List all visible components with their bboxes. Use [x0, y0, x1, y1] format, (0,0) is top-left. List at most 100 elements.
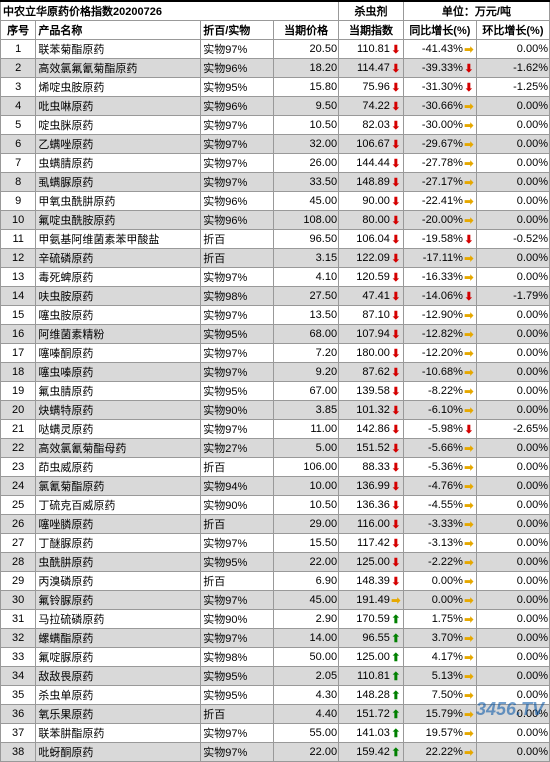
cell-yoy: 5.13%➡: [403, 667, 476, 686]
cell-mom: 0.00%: [476, 344, 549, 363]
arrow-down-icon: ⬇: [464, 423, 474, 436]
cell-name: 炔螨特原药: [36, 401, 201, 420]
table-row: 24氯氰菊酯原药实物94%10.00136.99⬇-4.76%➡0.00%: [1, 477, 550, 496]
cell-yoy: -17.11%➡: [403, 249, 476, 268]
cell-mom: 0.00%: [476, 401, 549, 420]
cell-name: 高效氯氟氰菊酯原药: [36, 59, 201, 78]
arrow-flat-icon: ➡: [464, 366, 474, 379]
cell-name: 呋虫胺原药: [36, 287, 201, 306]
cell-seq: 6: [1, 135, 36, 154]
cell-price: 55.00: [274, 724, 339, 743]
table-row: 8虱螨脲原药实物97%33.50148.89⬇-27.17%➡0.00%: [1, 173, 550, 192]
cell-mom: -0.52%: [476, 230, 549, 249]
cell-seq: 19: [1, 382, 36, 401]
arrow-down-icon: ⬇: [391, 119, 401, 132]
table-category: 杀虫剂: [339, 1, 404, 21]
table-row: 37联苯肼酯原药实物97%55.00141.03⬆19.57%➡0.00%: [1, 724, 550, 743]
cell-type: 实物97%: [201, 173, 274, 192]
cell-name: 哒螨灵原药: [36, 420, 201, 439]
cell-name: 氧乐果原药: [36, 705, 201, 724]
cell-yoy: -30.66%➡: [403, 97, 476, 116]
table-row: 9甲氧虫酰肼原药实物96%45.0090.00⬇-22.41%➡0.00%: [1, 192, 550, 211]
cell-name: 烯啶虫胺原药: [36, 78, 201, 97]
cell-type: 折百: [201, 249, 274, 268]
arrow-up-icon: ⬆: [391, 746, 401, 759]
cell-type: 折百: [201, 572, 274, 591]
cell-seq: 26: [1, 515, 36, 534]
cell-yoy: 4.17%➡: [403, 648, 476, 667]
cell-mom: 0.00%: [476, 572, 549, 591]
cell-name: 高效氯氰菊酯母药: [36, 439, 201, 458]
cell-name: 敌敌畏原药: [36, 667, 201, 686]
cell-name: 乙螨唑原药: [36, 135, 201, 154]
cell-price: 15.50: [274, 534, 339, 553]
cell-name: 氯氰菊酯原药: [36, 477, 201, 496]
cell-type: 实物97%: [201, 591, 274, 610]
cell-mom: 0.00%: [476, 515, 549, 534]
cell-mom: 0.00%: [476, 211, 549, 230]
cell-mom: 0.00%: [476, 173, 549, 192]
cell-index: 114.47⬇: [339, 59, 404, 78]
cell-mom: 0.00%: [476, 458, 549, 477]
arrow-flat-icon: ➡: [464, 670, 474, 683]
title-row: 中农立华原药价格指数20200726 杀虫剂 单位：万元/吨: [1, 1, 550, 21]
cell-index: 101.32⬇: [339, 401, 404, 420]
cell-name: 噻虫胺原药: [36, 306, 201, 325]
cell-seq: 4: [1, 97, 36, 116]
cell-price: 68.00: [274, 325, 339, 344]
cell-index: 116.00⬇: [339, 515, 404, 534]
cell-price: 22.00: [274, 553, 339, 572]
cell-index: 151.52⬇: [339, 439, 404, 458]
cell-mom: -1.25%: [476, 78, 549, 97]
cell-index: 122.09⬇: [339, 249, 404, 268]
col-yoy: 同比增长(%): [403, 21, 476, 40]
table-row: 11甲氨基阿维菌素苯甲酸盐折百96.50106.04⬇-19.58%⬇-0.52…: [1, 230, 550, 249]
cell-index: 125.00⬇: [339, 553, 404, 572]
arrow-flat-icon: ➡: [464, 727, 474, 740]
arrow-flat-icon: ➡: [464, 746, 474, 759]
cell-type: 实物95%: [201, 382, 274, 401]
arrow-down-icon: ⬇: [391, 480, 401, 493]
cell-index: 96.55⬆: [339, 629, 404, 648]
cell-price: 108.00: [274, 211, 339, 230]
arrow-down-icon: ⬇: [391, 195, 401, 208]
table-row: 25丁硫克百威原药实物90%10.50136.36⬇-4.55%➡0.00%: [1, 496, 550, 515]
cell-index: 110.81⬆: [339, 667, 404, 686]
cell-seq: 29: [1, 572, 36, 591]
col-index: 当期指数: [339, 21, 404, 40]
cell-type: 实物97%: [201, 268, 274, 287]
cell-price: 11.00: [274, 420, 339, 439]
cell-mom: 0.00%: [476, 154, 549, 173]
cell-name: 虫螨腈原药: [36, 154, 201, 173]
cell-seq: 17: [1, 344, 36, 363]
cell-type: 实物90%: [201, 496, 274, 515]
cell-index: 148.89⬇: [339, 173, 404, 192]
arrow-down-icon: ⬇: [391, 423, 401, 436]
arrow-down-icon: ⬇: [391, 233, 401, 246]
arrow-flat-icon: ➡: [464, 613, 474, 626]
cell-type: 实物95%: [201, 78, 274, 97]
cell-price: 106.00: [274, 458, 339, 477]
cell-yoy: -5.36%➡: [403, 458, 476, 477]
cell-price: 32.00: [274, 135, 339, 154]
cell-index: 120.59⬇: [339, 268, 404, 287]
cell-yoy: 0.00%➡: [403, 591, 476, 610]
arrow-flat-icon: ➡: [464, 594, 474, 607]
cell-index: 144.44⬇: [339, 154, 404, 173]
arrow-flat-icon: ➡: [464, 404, 474, 417]
arrow-up-icon: ⬆: [391, 708, 401, 721]
cell-mom: 0.00%: [476, 610, 549, 629]
arrow-down-icon: ⬇: [391, 43, 401, 56]
arrow-up-icon: ⬆: [391, 689, 401, 702]
cell-price: 45.00: [274, 192, 339, 211]
cell-price: 33.50: [274, 173, 339, 192]
table-row: 12辛硫磷原药折百3.15122.09⬇-17.11%➡0.00%: [1, 249, 550, 268]
cell-index: 107.94⬇: [339, 325, 404, 344]
cell-price: 4.10: [274, 268, 339, 287]
cell-seq: 8: [1, 173, 36, 192]
cell-mom: 0.00%: [476, 629, 549, 648]
header-row: 序号 产品名称 折百/实物 当期价格 当期指数 同比增长(%) 环比增长(%): [1, 21, 550, 40]
cell-name: 吡蚜酮原药: [36, 743, 201, 762]
cell-type: 折百: [201, 458, 274, 477]
arrow-down-icon: ⬇: [391, 499, 401, 512]
